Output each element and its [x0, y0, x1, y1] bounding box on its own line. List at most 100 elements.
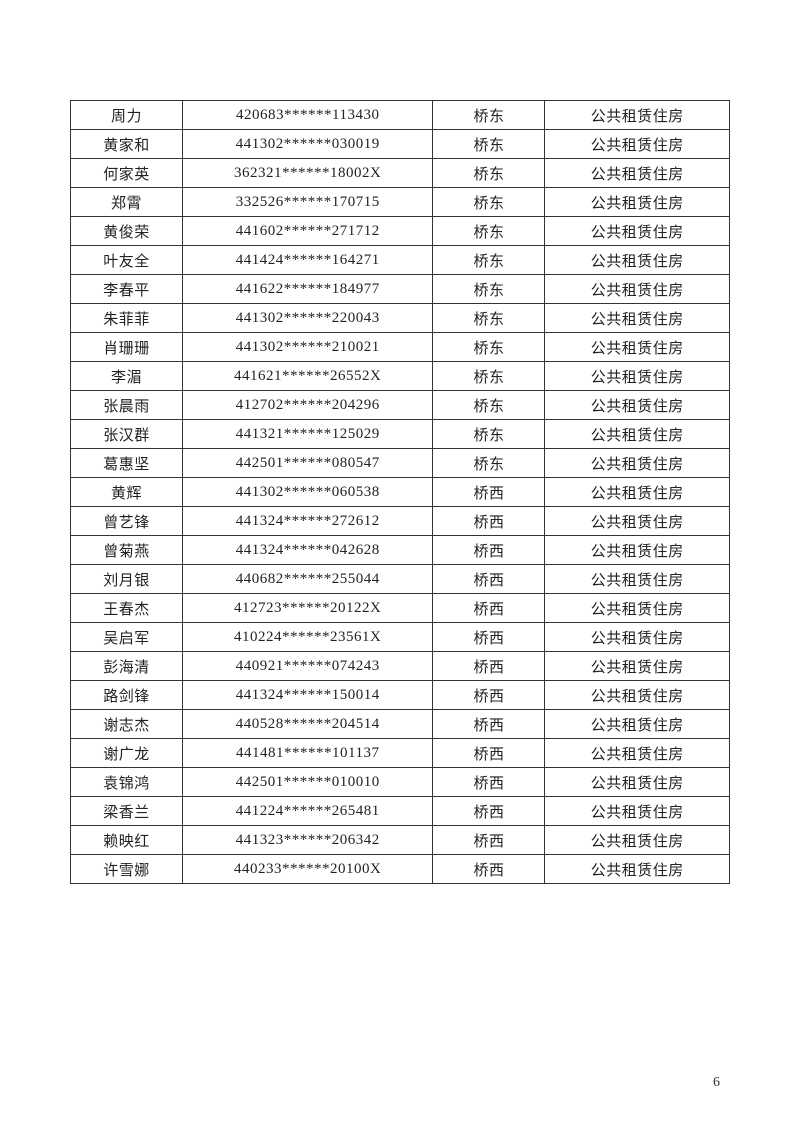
table-cell: 公共租赁住房	[545, 739, 730, 768]
table-cell: 441621******26552X	[183, 362, 433, 391]
table-cell: 桥西	[433, 855, 545, 884]
table-row: 肖珊珊441302******210021桥东公共租赁住房	[71, 333, 730, 362]
table-cell: 公共租赁住房	[545, 768, 730, 797]
table-row: 黄家和441302******030019桥东公共租赁住房	[71, 130, 730, 159]
table-row: 李湄441621******26552X桥东公共租赁住房	[71, 362, 730, 391]
table-cell: 曾菊燕	[71, 536, 183, 565]
table-cell: 公共租赁住房	[545, 797, 730, 826]
table-row: 葛惠坚442501******080547桥东公共租赁住房	[71, 449, 730, 478]
table-cell: 公共租赁住房	[545, 304, 730, 333]
table-cell: 路剑锋	[71, 681, 183, 710]
table-cell: 桥东	[433, 420, 545, 449]
table-row: 曾菊燕441324******042628桥西公共租赁住房	[71, 536, 730, 565]
table-cell: 郑霄	[71, 188, 183, 217]
table-cell: 公共租赁住房	[545, 623, 730, 652]
table-cell: 桥东	[433, 217, 545, 246]
table-cell: 440921******074243	[183, 652, 433, 681]
table-cell: 王春杰	[71, 594, 183, 623]
table-row: 吴启军410224******23561X桥西公共租赁住房	[71, 623, 730, 652]
table-cell: 桥东	[433, 362, 545, 391]
table-cell: 公共租赁住房	[545, 362, 730, 391]
table-cell: 桥东	[433, 304, 545, 333]
table-row: 周力420683******113430桥东公共租赁住房	[71, 101, 730, 130]
table-cell: 黄家和	[71, 130, 183, 159]
table-cell: 公共租赁住房	[545, 188, 730, 217]
table-cell: 公共租赁住房	[545, 130, 730, 159]
table-cell: 公共租赁住房	[545, 217, 730, 246]
table-cell: 441602******271712	[183, 217, 433, 246]
table-cell: 440233******20100X	[183, 855, 433, 884]
table-cell: 桥西	[433, 623, 545, 652]
table-cell: 362321******18002X	[183, 159, 433, 188]
table-cell: 桥西	[433, 594, 545, 623]
table-cell: 441302******030019	[183, 130, 433, 159]
table-row: 路剑锋441324******150014桥西公共租赁住房	[71, 681, 730, 710]
table-cell: 彭海清	[71, 652, 183, 681]
table-row: 黄俊荣441602******271712桥东公共租赁住房	[71, 217, 730, 246]
table-cell: 何家英	[71, 159, 183, 188]
table-cell: 公共租赁住房	[545, 681, 730, 710]
table-cell: 441324******042628	[183, 536, 433, 565]
table-cell: 441324******272612	[183, 507, 433, 536]
table-cell: 440528******204514	[183, 710, 433, 739]
table-cell: 桥东	[433, 275, 545, 304]
table-cell: 441622******184977	[183, 275, 433, 304]
table-cell: 441302******060538	[183, 478, 433, 507]
table-row: 彭海清440921******074243桥西公共租赁住房	[71, 652, 730, 681]
table-row: 张晨雨412702******204296桥东公共租赁住房	[71, 391, 730, 420]
table-cell: 葛惠坚	[71, 449, 183, 478]
table-cell: 桥东	[433, 246, 545, 275]
table-cell: 412702******204296	[183, 391, 433, 420]
table-cell: 叶友全	[71, 246, 183, 275]
table-cell: 441224******265481	[183, 797, 433, 826]
document-page: 周力420683******113430桥东公共租赁住房黄家和441302***…	[0, 0, 800, 1131]
table-cell: 公共租赁住房	[545, 710, 730, 739]
table-cell: 桥西	[433, 710, 545, 739]
table-cell: 曾艺锋	[71, 507, 183, 536]
table-cell: 公共租赁住房	[545, 246, 730, 275]
table-cell: 桥西	[433, 478, 545, 507]
table-row: 梁香兰441224******265481桥西公共租赁住房	[71, 797, 730, 826]
table-cell: 谢志杰	[71, 710, 183, 739]
table-cell: 公共租赁住房	[545, 507, 730, 536]
table-cell: 412723******20122X	[183, 594, 433, 623]
table-cell: 许雪娜	[71, 855, 183, 884]
table-cell: 420683******113430	[183, 101, 433, 130]
table-cell: 桥西	[433, 826, 545, 855]
table-cell: 李春平	[71, 275, 183, 304]
table-cell: 黄俊荣	[71, 217, 183, 246]
table-cell: 朱菲菲	[71, 304, 183, 333]
table-cell: 公共租赁住房	[545, 594, 730, 623]
table-cell: 桥西	[433, 507, 545, 536]
table-cell: 公共租赁住房	[545, 449, 730, 478]
table-cell: 桥东	[433, 333, 545, 362]
table-cell: 441424******164271	[183, 246, 433, 275]
table-cell: 桥西	[433, 652, 545, 681]
table-cell: 桥东	[433, 449, 545, 478]
table-cell: 桥西	[433, 681, 545, 710]
table-cell: 410224******23561X	[183, 623, 433, 652]
table-row: 谢志杰440528******204514桥西公共租赁住房	[71, 710, 730, 739]
table-row: 赖映红441323******206342桥西公共租赁住房	[71, 826, 730, 855]
table-cell: 梁香兰	[71, 797, 183, 826]
table-cell: 442501******080547	[183, 449, 433, 478]
table-cell: 公共租赁住房	[545, 536, 730, 565]
table-cell: 李湄	[71, 362, 183, 391]
table-cell: 桥东	[433, 159, 545, 188]
table-cell: 公共租赁住房	[545, 275, 730, 304]
table-cell: 公共租赁住房	[545, 652, 730, 681]
page-number: 6	[713, 1075, 720, 1091]
table-cell: 440682******255044	[183, 565, 433, 594]
table-row: 李春平441622******184977桥东公共租赁住房	[71, 275, 730, 304]
table-cell: 黄辉	[71, 478, 183, 507]
table-cell: 公共租赁住房	[545, 391, 730, 420]
data-table: 周力420683******113430桥东公共租赁住房黄家和441302***…	[70, 100, 730, 884]
table-cell: 袁锦鸿	[71, 768, 183, 797]
table-cell: 吴启军	[71, 623, 183, 652]
table-cell: 441324******150014	[183, 681, 433, 710]
table-cell: 441321******125029	[183, 420, 433, 449]
table-cell: 公共租赁住房	[545, 159, 730, 188]
table-cell: 刘月银	[71, 565, 183, 594]
table-cell: 周力	[71, 101, 183, 130]
table-row: 朱菲菲441302******220043桥东公共租赁住房	[71, 304, 730, 333]
